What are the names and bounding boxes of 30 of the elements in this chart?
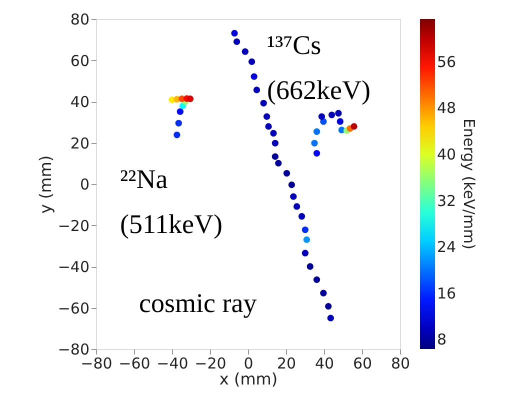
x-tick-label: 80 bbox=[390, 354, 410, 372]
color-bar-label: 56 bbox=[437, 52, 456, 71]
x-axis-title: x (mm) bbox=[219, 370, 278, 388]
color-bar-label: 8 bbox=[437, 330, 447, 349]
y-tick-label: −20 bbox=[58, 216, 90, 235]
color-bar-title: Energy (keV/mm) bbox=[460, 118, 478, 250]
x-tick-label: 0 bbox=[244, 354, 254, 372]
color-bar-label: 24 bbox=[437, 238, 456, 256]
x-tick-label: −20 bbox=[194, 354, 226, 372]
x-tick-label: 40 bbox=[314, 354, 334, 372]
color-bar-label: 32 bbox=[437, 192, 456, 210]
color-bar-label: 40 bbox=[437, 145, 456, 164]
y-tick-label: 0 bbox=[80, 176, 90, 194]
annotation: ²²Na (511keV) bbox=[120, 164, 222, 239]
x-tick-label: −40 bbox=[156, 354, 188, 372]
y-tick-label: 20 bbox=[70, 134, 90, 152]
y-tick-label: −80 bbox=[58, 340, 90, 358]
color-bar-label: 48 bbox=[437, 99, 456, 118]
y-tick-label: 40 bbox=[70, 93, 90, 111]
annotation: cosmic ray bbox=[139, 288, 258, 318]
y-tick-label: 60 bbox=[70, 52, 90, 70]
y-tick-label: −60 bbox=[58, 299, 90, 318]
color-bar-label: 16 bbox=[437, 284, 456, 302]
y-tick-label: −40 bbox=[58, 258, 90, 276]
x-tick-label: 60 bbox=[352, 354, 372, 372]
y-axis-title: y (mm) bbox=[36, 155, 55, 214]
x-tick-label: −60 bbox=[118, 354, 150, 372]
y-tick-label: 80 bbox=[70, 10, 90, 28]
annotation: ¹³⁷Cs (662keV) bbox=[267, 30, 370, 105]
x-tick-label: 20 bbox=[276, 354, 296, 372]
